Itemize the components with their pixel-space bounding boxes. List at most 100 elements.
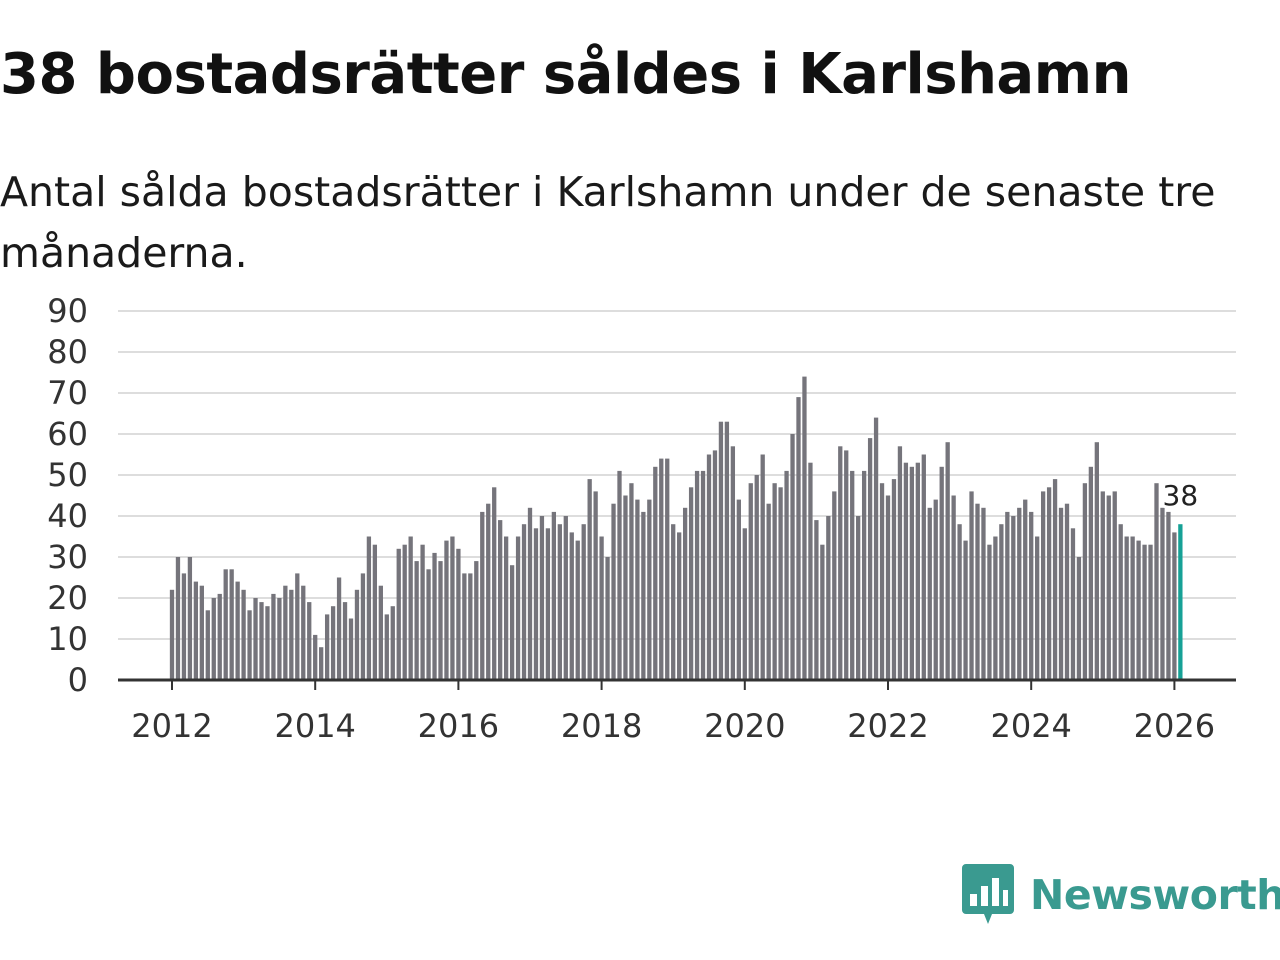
bar [426, 569, 431, 680]
bar [796, 397, 801, 680]
bar [342, 602, 348, 680]
bar [629, 483, 634, 680]
bar [617, 470, 622, 680]
bar [790, 434, 795, 680]
bar [432, 552, 437, 680]
bar [396, 548, 401, 680]
bar [521, 524, 527, 680]
bar [438, 561, 443, 680]
x-tick-label: 2014 [274, 707, 355, 740]
bar [533, 528, 539, 680]
y-tick-label: 40 [47, 497, 88, 535]
bar [808, 462, 813, 680]
bar [647, 499, 652, 680]
y-tick-label: 20 [47, 579, 88, 617]
bar [235, 581, 240, 680]
bar [1166, 511, 1171, 680]
bar [969, 491, 974, 680]
bar [486, 503, 491, 680]
bar [557, 524, 562, 680]
newsworthy-logo: Newsworthy [962, 862, 1280, 928]
bar [1058, 507, 1064, 680]
y-tick-label: 30 [47, 538, 88, 576]
bar [700, 470, 706, 680]
bar [324, 614, 330, 680]
bar [653, 466, 658, 680]
bar [987, 544, 992, 680]
bar [277, 598, 282, 680]
bar [390, 606, 395, 680]
bar [527, 507, 533, 680]
bar [360, 573, 366, 680]
bar [730, 446, 736, 680]
bar [247, 610, 252, 680]
chart-subtitle: Antal sålda bostadsrätter i Karlshamn un… [0, 168, 1216, 277]
bar [921, 454, 926, 680]
latest-value-label: 38 [1163, 479, 1199, 512]
bar [187, 557, 193, 680]
bar [515, 536, 521, 680]
bar [748, 483, 753, 680]
bar [1142, 544, 1147, 680]
bar [1046, 487, 1052, 680]
bar [253, 598, 258, 680]
bar [468, 573, 473, 680]
bar [307, 602, 312, 680]
x-tick-label: 2012 [131, 707, 212, 740]
bar [993, 536, 998, 680]
bar [295, 573, 300, 680]
y-tick-label: 0 [68, 661, 88, 699]
bar [330, 606, 336, 680]
bar [963, 540, 968, 680]
bar [1172, 532, 1177, 680]
bar [635, 499, 640, 680]
bar [766, 503, 771, 680]
bar [1124, 536, 1129, 680]
bar [354, 589, 360, 680]
bar [1088, 466, 1094, 680]
bar [301, 585, 306, 680]
bar [402, 544, 407, 680]
bar [1035, 536, 1040, 680]
bar [175, 557, 181, 680]
bar [945, 442, 950, 680]
bar [450, 536, 455, 680]
bar [850, 470, 855, 680]
bar [1148, 544, 1153, 680]
bar [861, 470, 867, 680]
bar [336, 577, 342, 680]
bar [909, 466, 915, 680]
bar [241, 589, 246, 680]
bar [1154, 483, 1159, 680]
bar [408, 536, 413, 680]
bar [933, 499, 938, 680]
bar [838, 446, 843, 680]
bar [420, 544, 425, 680]
bar [975, 503, 980, 680]
bar [915, 462, 920, 680]
bar [581, 524, 586, 680]
bar [169, 589, 175, 680]
bar [688, 487, 694, 680]
bar [563, 516, 568, 680]
bar [1118, 524, 1123, 680]
bar [1100, 491, 1105, 680]
bar [414, 561, 419, 680]
bar [891, 479, 897, 680]
bar [503, 536, 509, 680]
bar [313, 634, 318, 680]
y-tick-label: 60 [47, 415, 88, 453]
bar [712, 450, 718, 680]
bar [1040, 491, 1046, 680]
bar [611, 503, 616, 680]
bar [885, 495, 891, 680]
bar [223, 569, 228, 680]
bar [754, 475, 759, 680]
bar [832, 491, 837, 680]
bar [205, 610, 210, 680]
bar [372, 544, 378, 680]
bar [724, 421, 730, 680]
bar [575, 540, 580, 680]
bar [659, 458, 664, 680]
bar [927, 507, 932, 680]
